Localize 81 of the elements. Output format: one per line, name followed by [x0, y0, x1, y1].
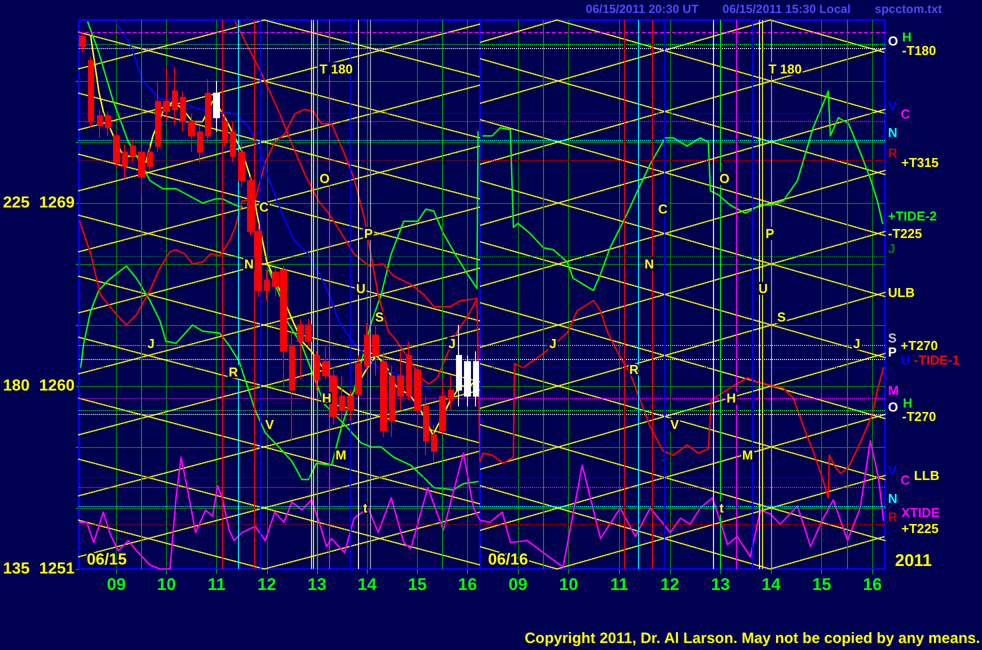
- annotation: J: [853, 336, 860, 351]
- annotation: V: [670, 417, 680, 432]
- ref-line-label: V: [888, 462, 897, 478]
- annotation: ULB: [888, 284, 915, 300]
- annotation: +T270: [900, 338, 938, 353]
- annotation: -T270: [902, 409, 936, 424]
- ref-line-label: P: [888, 344, 897, 360]
- x-tick-label: 10: [157, 575, 176, 594]
- ref-line-label: M: [888, 383, 899, 398]
- ref-line-label: S: [888, 330, 897, 346]
- text: 06/16: [488, 552, 528, 568]
- x-tick-label: 13: [711, 575, 730, 594]
- annotation: J: [147, 336, 155, 351]
- ref-line-label: N: [888, 124, 898, 140]
- x-tick-label: 09: [508, 575, 528, 594]
- annotation: O: [319, 171, 330, 186]
- annotation: P: [364, 226, 374, 241]
- ref-line-label: V: [888, 98, 897, 114]
- y-tick-label: 1260: [39, 378, 75, 394]
- x-tick-label: 16: [862, 575, 882, 594]
- ref-line-label: O: [888, 33, 898, 48]
- y2-tick-label: 225: [2, 194, 30, 212]
- x-tick-label: 15: [408, 575, 427, 594]
- ref-line-label: J: [888, 240, 896, 256]
- text: 06/15/2011 15:30 Local: [722, 2, 851, 16]
- annotation: U: [758, 280, 768, 296]
- y2-tick-label: 135: [2, 560, 30, 578]
- ref-line-label: C: [900, 106, 911, 122]
- annotation: P: [765, 226, 774, 241]
- text: 06/15/2011 20:30 UT: [586, 2, 699, 16]
- x-axis-title: 2011: [895, 551, 932, 570]
- annotation: S: [777, 309, 786, 324]
- x-tick-label: 12: [660, 575, 680, 594]
- annotation: t: [719, 500, 724, 516]
- annotation: M: [742, 448, 754, 463]
- text: 06/15: [86, 552, 127, 568]
- annotation: T 180: [768, 61, 802, 76]
- x-tick-label: 09: [106, 575, 126, 594]
- ref-line-label: R: [888, 145, 898, 160]
- y2-tick-label: 180: [2, 378, 30, 394]
- annotation: -T180: [902, 43, 936, 58]
- annotation: H: [726, 390, 736, 406]
- x-tick-label: 14: [762, 575, 782, 594]
- x-tick-label: 13: [308, 575, 326, 594]
- annotation: M: [336, 448, 346, 463]
- x-tick-label: 11: [610, 575, 628, 594]
- annotation: +T315: [901, 154, 939, 170]
- ref-line-label: N: [888, 490, 898, 506]
- text: spcctom.txt: [874, 2, 942, 16]
- annotation: +T225: [901, 520, 939, 536]
- annotation: S: [375, 309, 384, 324]
- text: -TIDE-1: [914, 352, 960, 368]
- annotation: R: [228, 364, 239, 380]
- annotation: O: [719, 171, 730, 186]
- series-label: XTIDE: [901, 505, 940, 520]
- annotation: -T225: [888, 226, 922, 241]
- annotation: U: [356, 280, 366, 296]
- ref-line-label: U: [900, 352, 910, 368]
- series-label: +TIDE-2: [888, 208, 937, 224]
- ref-line-label: R: [888, 509, 898, 524]
- annotation: N: [244, 256, 254, 272]
- ref-line-label: O: [888, 399, 898, 414]
- y-tick-label: 1251: [39, 560, 75, 578]
- annotation: J: [549, 336, 557, 351]
- x-tick-label: 16: [458, 575, 477, 594]
- annotation: J: [448, 336, 456, 351]
- text: Copyright 2011, Dr. Al Larson. May not be copied by any means.: [524, 630, 980, 647]
- annotation: LLB: [914, 468, 940, 483]
- annotation: V: [265, 417, 274, 432]
- y-tick-label: 1269: [39, 194, 75, 212]
- ref-line-label: C: [900, 472, 911, 488]
- x-tick-label: 10: [559, 575, 578, 594]
- annotation: N: [644, 256, 654, 272]
- x-tick-label: 12: [257, 575, 276, 594]
- x-tick-label: 11: [208, 575, 226, 594]
- x-tick-label: 15: [812, 575, 832, 594]
- annotation: T 180: [319, 61, 353, 76]
- ref-line-label: H: [902, 29, 912, 44]
- x-tick-label: 14: [358, 575, 378, 594]
- ref-line-label: H: [902, 395, 912, 410]
- annotation: C: [658, 202, 668, 217]
